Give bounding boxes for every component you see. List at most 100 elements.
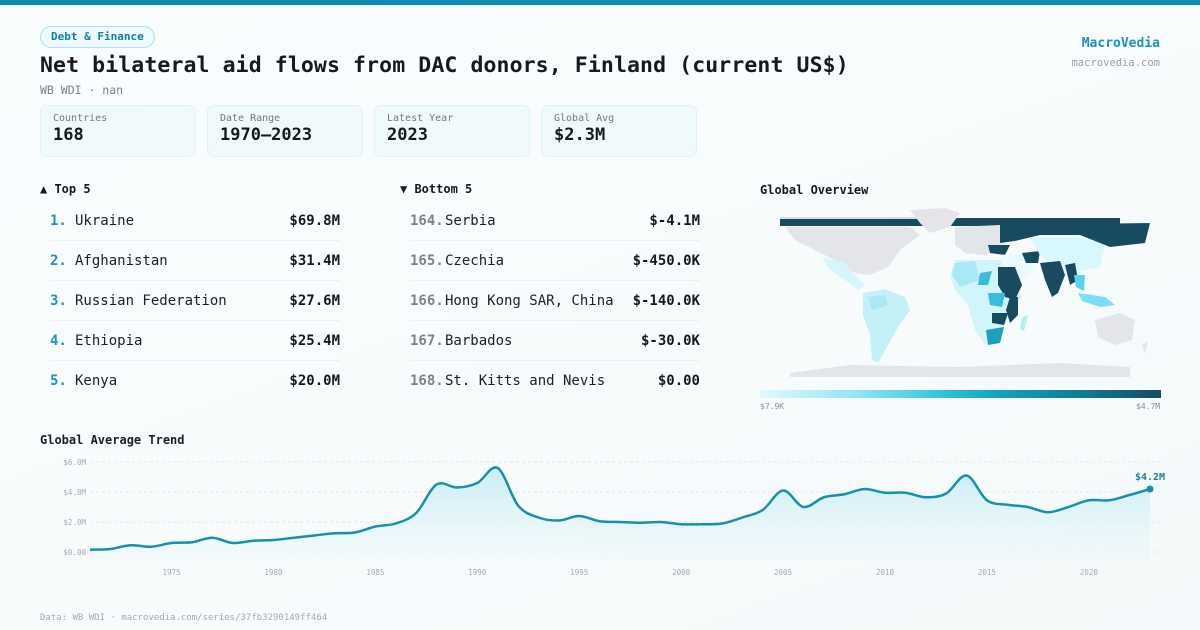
rank-number: 5. <box>50 373 67 389</box>
legend-max-label: $4.7M <box>1136 402 1161 411</box>
svg-text:$2.0M: $2.0M <box>63 518 86 527</box>
country-value: $31.4M <box>289 252 340 269</box>
map-country-afghanistan[interactable] <box>1022 251 1040 263</box>
stat-label: Global Avg <box>554 113 615 124</box>
map-country-greenland[interactable] <box>910 208 960 233</box>
country-name: Ethiopia <box>75 332 143 349</box>
map-country-india[interactable] <box>1040 261 1065 297</box>
svg-text:2005: 2005 <box>774 568 792 577</box>
map-country-russia[interactable] <box>1000 223 1150 247</box>
svg-text:1985: 1985 <box>366 568 384 577</box>
rank-number: 165. <box>410 252 444 269</box>
country-name: Hong Kong SAR, China <box>445 292 614 309</box>
map-country-nigeria[interactable] <box>978 271 992 285</box>
country-value: $-450.0K <box>632 252 700 269</box>
list-item[interactable]: 166. Hong Kong SAR, China $-140.0K <box>410 281 700 321</box>
country-value: $-4.1M <box>649 212 700 229</box>
svg-text:1990: 1990 <box>468 568 487 577</box>
svg-text:2010: 2010 <box>876 568 895 577</box>
map-color-legend <box>760 390 1161 398</box>
country-name: St. Kitts and Nevis <box>445 373 606 389</box>
stat-value: 1970–2023 <box>220 125 313 145</box>
stat-label: Date Range <box>220 113 281 124</box>
trend-line[interactable] <box>89 466 1151 551</box>
country-value: $-140.0K <box>632 292 700 309</box>
map-country-drc[interactable] <box>988 293 1005 307</box>
rank-number: 164. <box>410 212 444 229</box>
rank-number: 167. <box>410 332 444 349</box>
stat-card-date-range: Date Range 1970–2023 <box>207 105 363 157</box>
stat-card-latest-year: Latest Year 2023 <box>374 105 530 157</box>
category-badge[interactable]: Debt & Finance <box>40 26 155 48</box>
country-name: Afghanistan <box>75 252 168 269</box>
map-country-north-america[interactable] <box>785 227 920 275</box>
map-country-vietnam-laos[interactable] <box>1074 275 1085 291</box>
stat-card-global-avg: Global Avg $2.3M <box>541 105 697 157</box>
svg-text:2020: 2020 <box>1080 568 1099 577</box>
country-name: Ukraine <box>75 212 135 229</box>
country-value: $27.6M <box>289 292 340 309</box>
map-country-mexico-central-america[interactable] <box>822 257 865 290</box>
map-country-china[interactable] <box>1030 237 1105 273</box>
svg-text:1975: 1975 <box>163 568 181 577</box>
country-name: Czechia <box>445 252 505 269</box>
latest-point-marker[interactable] <box>1146 485 1154 493</box>
svg-text:$4.0M: $4.0M <box>63 488 86 497</box>
stat-card-countries: Countries 168 <box>40 105 196 157</box>
x-axis-labels: 1975 1980 1985 1990 1995 2000 2005 2010 2015 2020 <box>163 568 1099 577</box>
list-item[interactable]: 4. Ethiopia $25.4M <box>50 321 340 361</box>
svg-text:$0.00: $0.00 <box>63 548 86 557</box>
brand-name[interactable]: MacroVedia <box>1081 36 1160 51</box>
map-country-south-africa[interactable] <box>986 327 1004 345</box>
top5-list: 1. Ukraine $69.8M 2. Afghanistan $31.4M … <box>50 201 340 401</box>
map-ice <box>780 217 920 219</box>
brand: MacroVedia macrovedia.com <box>1071 36 1160 69</box>
global-average-trend-chart[interactable]: $0.00 $2.0M $4.0M $6.0M 1975 1980 1985 1990 199… <box>0 450 1200 585</box>
list-item[interactable]: 2. Afghanistan $31.4M <box>50 241 340 281</box>
list-item[interactable]: 167. Barbados $-30.0K <box>410 321 700 361</box>
top5-title: ▲ Top 5 <box>40 182 91 196</box>
map-country-australia[interactable] <box>1095 313 1135 345</box>
rank-number: 1. <box>50 212 67 229</box>
map-region-antarctica[interactable] <box>790 363 1130 377</box>
list-item[interactable]: 165. Czechia $-450.0K <box>410 241 700 281</box>
trend-area-fill <box>90 467 1150 560</box>
stat-value: $2.3M <box>554 125 606 145</box>
country-value: $69.8M <box>289 212 340 229</box>
country-value: $0.00 <box>657 373 700 389</box>
map-country-kenya-tanzania[interactable] <box>1006 297 1018 323</box>
country-name: Barbados <box>445 332 513 349</box>
map-country-new-zealand[interactable] <box>1142 341 1148 353</box>
trend-title: Global Average Trend <box>40 433 185 447</box>
rank-number: 166. <box>410 292 444 309</box>
country-value: $-30.0K <box>640 332 700 349</box>
map-country-ukraine[interactable] <box>988 245 1010 255</box>
page-title: Net bilateral aid flows from DAC donors,… <box>40 53 849 78</box>
bottom5-title: ▼ Bottom 5 <box>400 182 473 196</box>
map-region-west-africa[interactable] <box>952 261 980 287</box>
country-value: $25.4M <box>289 332 340 349</box>
list-item[interactable]: 1. Ukraine $69.8M <box>50 201 340 241</box>
list-item[interactable]: 3. Russian Federation $27.6M <box>50 281 340 321</box>
map-country-indonesia[interactable] <box>1078 293 1115 307</box>
stat-label: Countries <box>53 113 108 124</box>
country-name: Kenya <box>75 373 118 389</box>
svg-text:2015: 2015 <box>978 568 996 577</box>
map-country-colombia[interactable] <box>868 295 888 310</box>
svg-text:2000: 2000 <box>672 568 691 577</box>
rank-number: 2. <box>50 252 67 269</box>
list-item[interactable]: 5. Kenya $20.0M <box>50 361 340 401</box>
map-country-madagascar[interactable] <box>1020 315 1028 331</box>
bottom5-list: 164. Serbia $-4.1M 165. Czechia $-450.0K… <box>410 201 700 401</box>
rank-number: 168. <box>410 373 444 389</box>
map-country-ethiopia-sudan[interactable] <box>998 267 1022 300</box>
list-item[interactable]: 164. Serbia $-4.1M <box>410 201 700 241</box>
world-choropleth-map[interactable] <box>760 205 1160 385</box>
country-value: $20.0M <box>289 373 340 389</box>
legend-min-label: $7.9K <box>760 402 785 411</box>
brand-url[interactable]: macrovedia.com <box>1071 57 1160 69</box>
map-title: Global Overview <box>760 183 869 197</box>
map-country-zambia-mozambique[interactable] <box>992 313 1008 325</box>
stat-value: 168 <box>53 125 84 145</box>
list-item[interactable]: 168. St. Kitts and Nevis $0.00 <box>410 361 700 401</box>
